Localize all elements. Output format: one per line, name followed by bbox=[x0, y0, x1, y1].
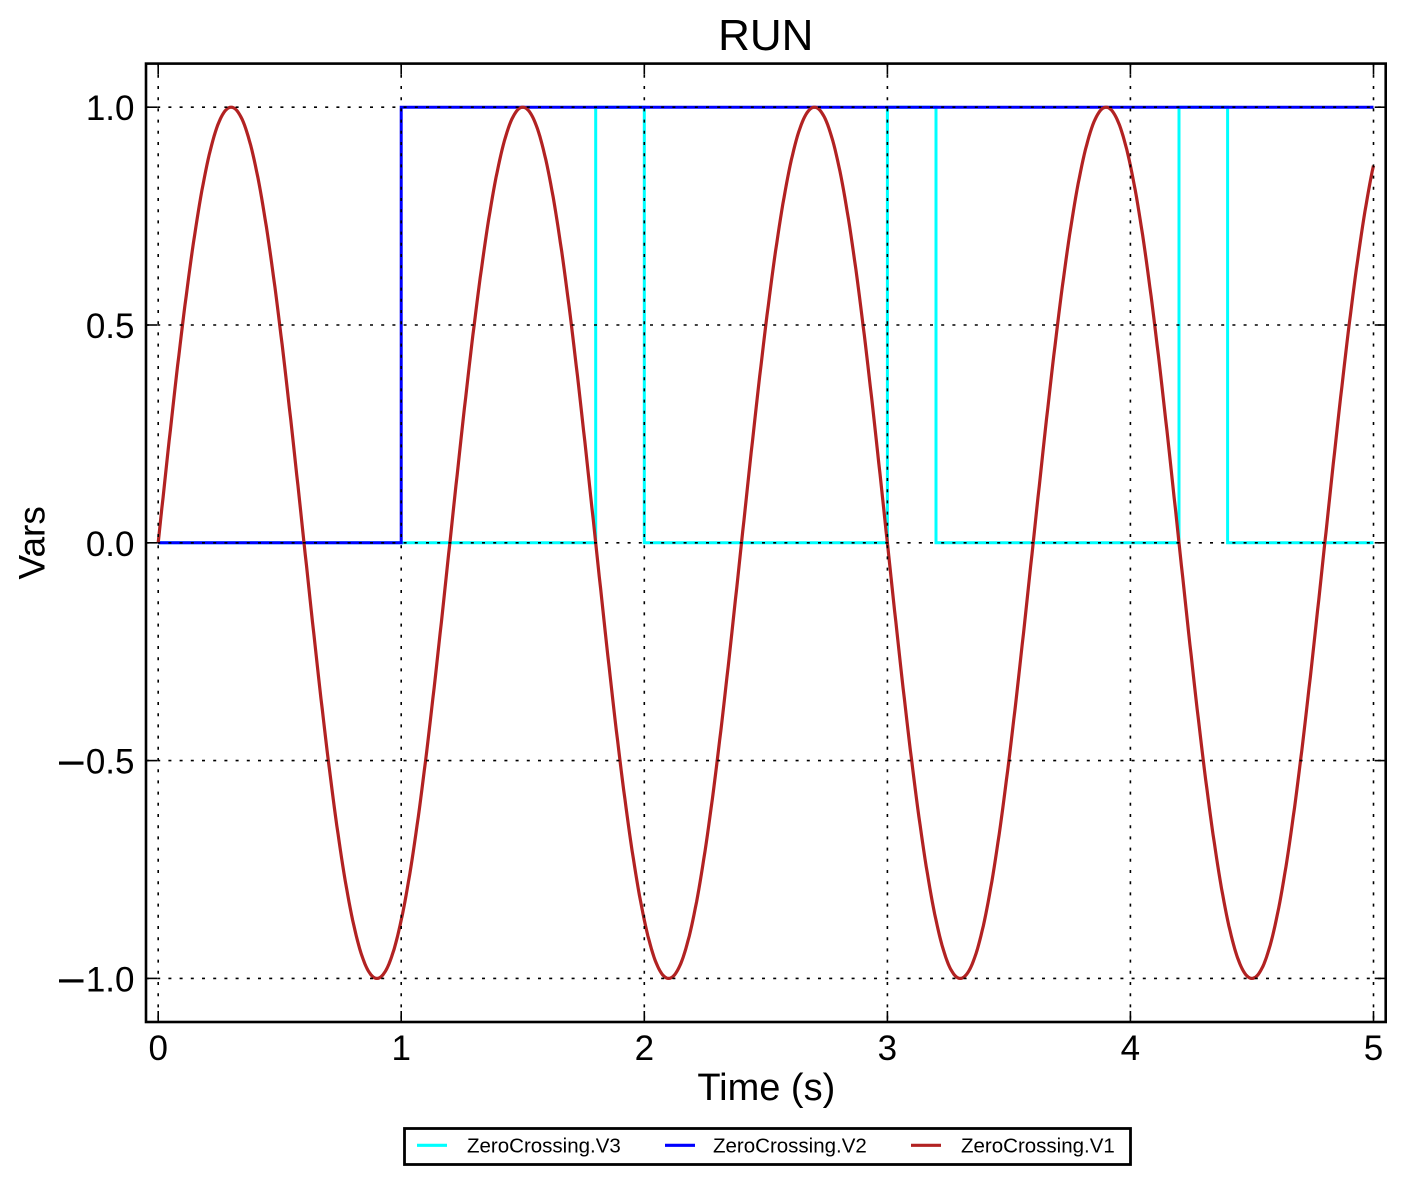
svg-text:Vars: Vars bbox=[12, 506, 53, 579]
svg-text:0.5: 0.5 bbox=[86, 743, 135, 782]
svg-text:ZeroCrossing.V3: ZeroCrossing.V3 bbox=[467, 1134, 621, 1157]
svg-text:0.5: 0.5 bbox=[86, 307, 135, 346]
svg-text:1.0: 1.0 bbox=[86, 89, 135, 128]
svg-text:RUN: RUN bbox=[718, 11, 813, 60]
svg-text:0: 0 bbox=[148, 1029, 167, 1068]
svg-text:ZeroCrossing.V2: ZeroCrossing.V2 bbox=[713, 1134, 867, 1157]
svg-text:ZeroCrossing.V1: ZeroCrossing.V1 bbox=[961, 1134, 1115, 1157]
svg-text:1.0: 1.0 bbox=[86, 960, 135, 999]
svg-text:5: 5 bbox=[1364, 1029, 1383, 1068]
svg-text:2: 2 bbox=[635, 1029, 654, 1068]
svg-text:3: 3 bbox=[878, 1029, 897, 1068]
svg-text:Time (s): Time (s) bbox=[697, 1067, 835, 1109]
svg-text:4: 4 bbox=[1121, 1029, 1140, 1068]
svg-text:1: 1 bbox=[391, 1029, 410, 1068]
svg-text:0.0: 0.0 bbox=[86, 525, 135, 564]
